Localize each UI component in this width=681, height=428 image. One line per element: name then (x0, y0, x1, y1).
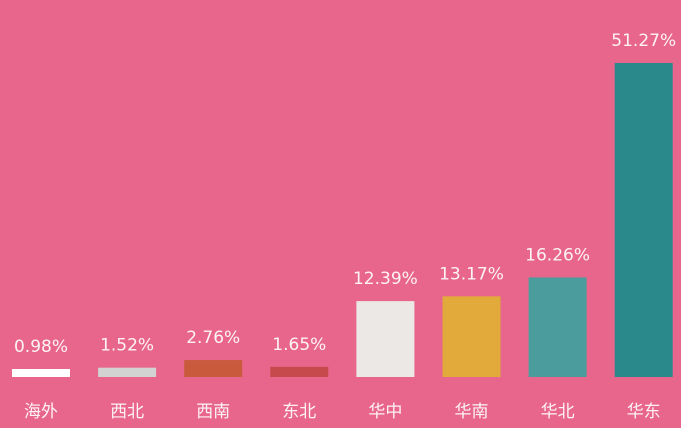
category-label: 东北 (282, 402, 316, 422)
value-label: 1.65% (272, 335, 326, 355)
bar (184, 360, 243, 377)
value-label: 51.27% (611, 31, 676, 51)
bar (528, 277, 587, 377)
bar (12, 369, 70, 377)
category-label: 华东 (627, 402, 661, 422)
bar (270, 366, 329, 377)
value-label: 2.76% (186, 328, 240, 348)
value-label: 13.17% (439, 264, 504, 284)
category-label: 西南 (196, 402, 230, 422)
value-label: 16.26% (525, 245, 590, 265)
value-label: 0.98% (14, 337, 68, 357)
category-label: 华南 (455, 402, 489, 422)
bar (98, 367, 157, 377)
bar (614, 63, 673, 377)
bar (442, 296, 501, 377)
category-label: 海外 (24, 402, 58, 422)
category-label: 西北 (110, 402, 144, 422)
bar (356, 301, 415, 377)
value-label: 12.39% (353, 269, 418, 289)
value-label: 1.52% (100, 336, 154, 356)
category-label: 华北 (541, 402, 575, 422)
category-label: 华中 (368, 402, 402, 422)
